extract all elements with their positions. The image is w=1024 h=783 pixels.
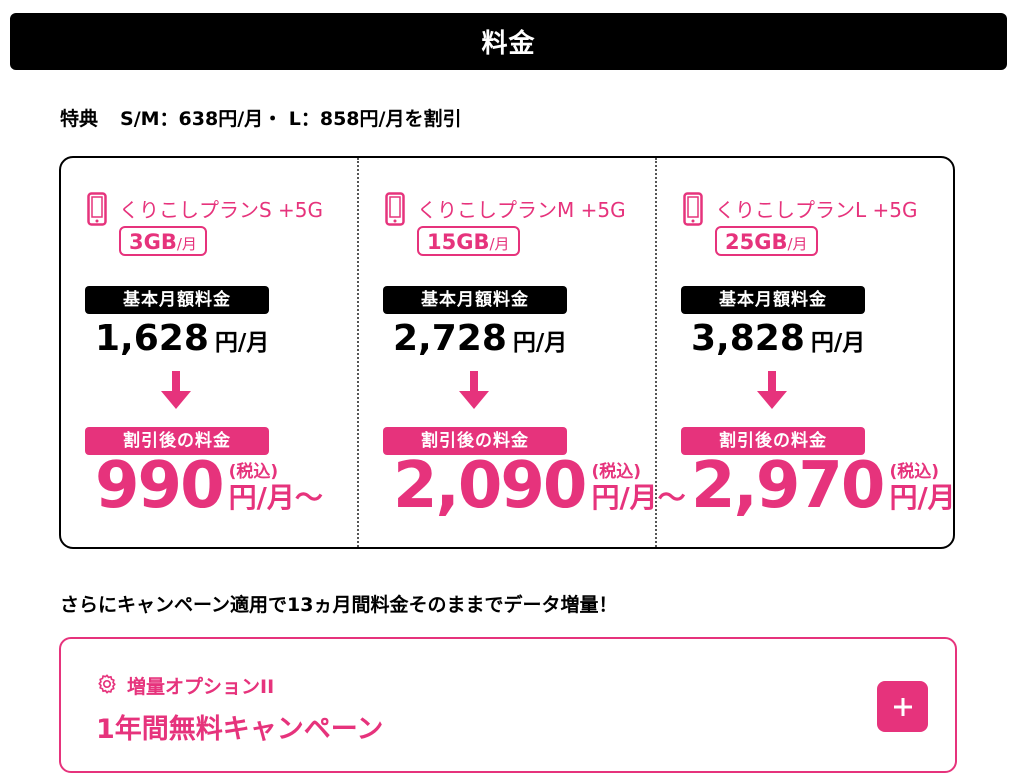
capacity-badge: 15GB/月: [417, 226, 520, 256]
tax-label: (税込): [889, 462, 939, 482]
arrow-down-icon: [161, 371, 191, 409]
option-title: 1年間無料キャンペーン: [96, 714, 384, 745]
plans-table: くりこしプランS +5G 3GB/月 基本月額料金 1,628 円/月 割引後の料…: [59, 156, 955, 549]
smartphone-icon: [683, 192, 703, 226]
discount-price-unit: 円/月〜: [228, 481, 323, 514]
base-price-pill: 基本月額料金: [681, 286, 865, 314]
tax-label: (税込): [591, 462, 641, 482]
base-price-value: 3,828: [691, 318, 805, 359]
discount-price-value: 2,970: [691, 449, 885, 523]
base-price: 2,728 円/月: [393, 318, 567, 359]
plan-name: くりこしプランL +5G: [715, 198, 918, 222]
base-price-pill: 基本月額料金: [85, 286, 269, 314]
capacity-badge: 25GB/月: [715, 226, 818, 256]
plan-card-l: くりこしプランL +5G 25GB/月 基本月額料金 3,828 円/月 割引後の…: [655, 158, 953, 547]
smartphone-icon: [87, 192, 107, 226]
capacity-value: 15GB: [427, 230, 490, 254]
capacity-unit: /月: [489, 235, 510, 253]
base-price-pill: 基本月額料金: [383, 286, 567, 314]
discount-price-pill: 割引後の料金: [383, 427, 567, 455]
plan-header: くりこしプランL +5G 25GB/月: [679, 192, 949, 262]
base-price: 1,628 円/月: [95, 318, 269, 359]
discount-price-pill: 割引後の料金: [85, 427, 269, 455]
tax-label: (税込): [228, 462, 279, 482]
option-accordion[interactable]: 増量オプションII 1年間無料キャンペーン: [59, 637, 957, 773]
discount-price: 2,090 (税込) 円/月〜: [393, 454, 686, 518]
expand-button[interactable]: [877, 681, 928, 732]
smartphone-icon: [385, 192, 405, 226]
capacity-value: 25GB: [725, 230, 788, 254]
plan-name: くりこしプランM +5G: [417, 198, 626, 222]
plan-header: くりこしプランM +5G 15GB/月: [381, 192, 651, 262]
arrow-down-icon: [459, 371, 489, 409]
capacity-badge: 3GB/月: [119, 226, 207, 256]
option-label: 増量オプションII: [127, 676, 275, 698]
plus-icon: [893, 697, 912, 716]
base-price-unit: 円/月: [512, 330, 568, 356]
capacity-unit: /月: [787, 235, 808, 253]
base-price-unit: 円/月: [214, 330, 270, 356]
discount-price-value: 2,090: [393, 449, 587, 523]
discount-price-unit: 円/月〜: [889, 481, 955, 514]
plan-card-s: くりこしプランS +5G 3GB/月 基本月額料金 1,628 円/月 割引後の料…: [61, 158, 357, 547]
base-price-value: 1,628: [95, 318, 209, 359]
campaign-text: さらにキャンペーン適用で13ヵ月間料金そのままでデータ増量！: [60, 594, 618, 616]
discount-price-unit: 円/月〜: [591, 481, 686, 514]
base-price-unit: 円/月: [810, 330, 866, 356]
plan-card-m: くりこしプランM +5G 15GB/月 基本月額料金 2,728 円/月 割引後の…: [357, 158, 686, 547]
discount-price: 990 (税込) 円/月〜: [95, 454, 323, 518]
arrow-down-icon: [757, 371, 787, 409]
base-price: 3,828 円/月: [691, 318, 865, 359]
plan-name: くりこしプランS +5G: [119, 198, 324, 222]
section-header: 料金: [10, 13, 1007, 70]
plan-header: くりこしプランS +5G 3GB/月: [83, 192, 353, 262]
benefit-text: S/M：638円/月・ L：858円/月を割引: [120, 108, 462, 130]
discount-price-pill: 割引後の料金: [681, 427, 865, 455]
section-title: 料金: [481, 29, 536, 59]
gear-icon: [98, 674, 116, 694]
capacity-unit: /月: [176, 235, 197, 253]
benefit-label: 特典: [60, 108, 99, 130]
base-price-value: 2,728: [393, 318, 507, 359]
benefit-line: 特典 S/M：638円/月・ L：858円/月を割引: [60, 104, 461, 131]
discount-price-value: 990: [95, 449, 225, 523]
capacity-value: 3GB: [129, 230, 177, 254]
discount-price: 2,970 (税込) 円/月〜: [691, 449, 955, 523]
